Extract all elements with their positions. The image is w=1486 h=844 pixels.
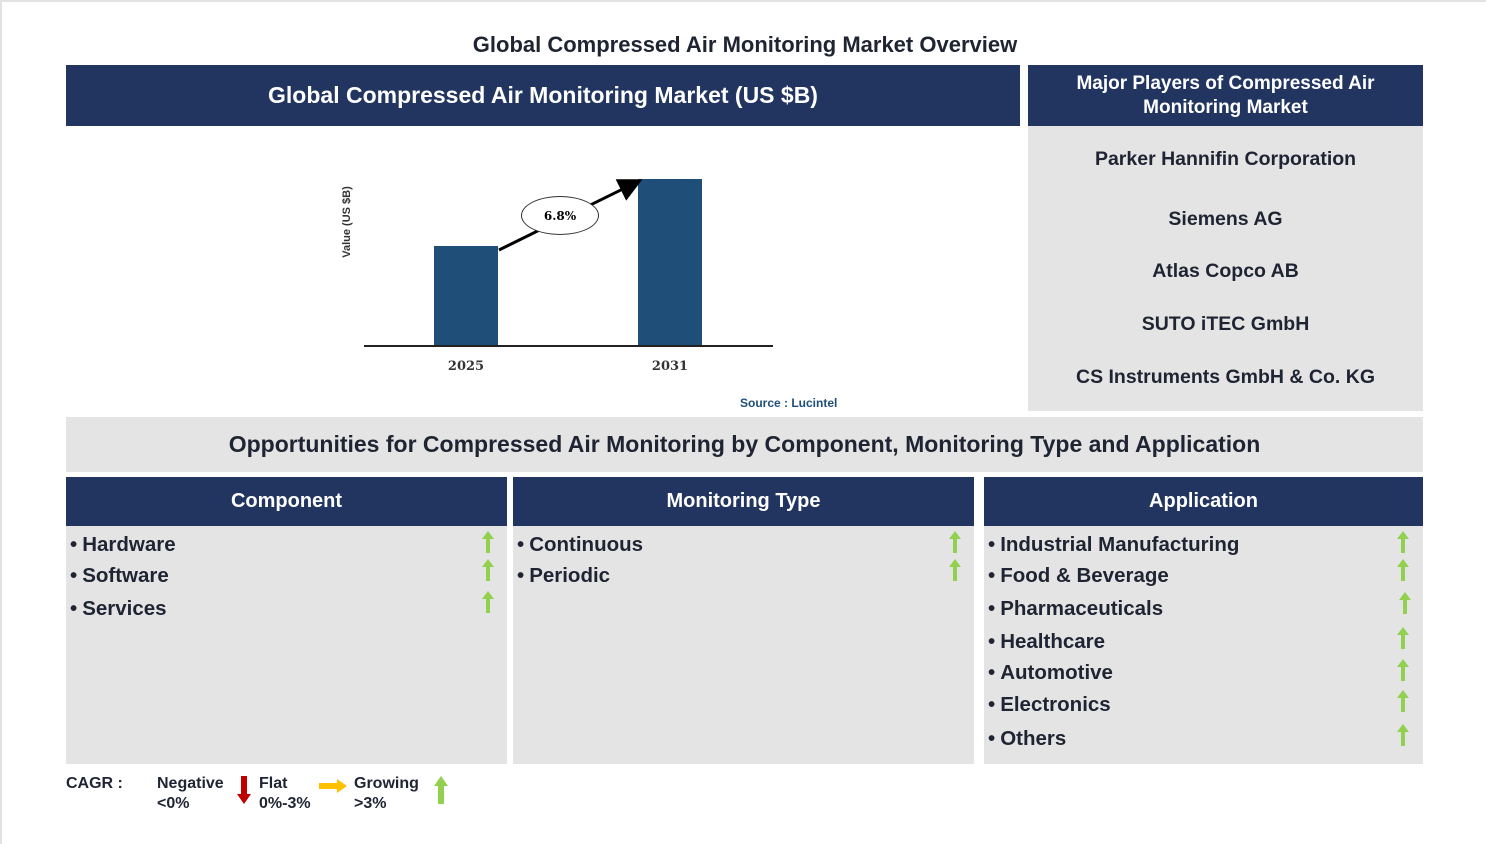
player-item: CS Instruments GmbH & Co. KG (1075, 366, 1376, 388)
legend-negative: Negative <0% (157, 775, 224, 812)
up-arrow-icon (949, 531, 961, 553)
up-arrow-icon (1397, 559, 1409, 581)
legend-growing: Growing >3% (354, 775, 419, 812)
legend-flat: Flat 0%-3% (259, 775, 311, 812)
segment-header-component: Component (66, 477, 507, 526)
segment-item: • Continuous (517, 533, 644, 556)
cagr-bubble: 6.8% (521, 196, 599, 235)
player-item: Atlas Copco AB (1152, 260, 1299, 282)
segment-item: • Others (988, 727, 1067, 750)
player-item: SUTO iTEC GmbH (1141, 313, 1310, 335)
segment-item: • Electronics (988, 693, 1111, 716)
opportunities-title: Opportunities for Compressed Air Monitor… (66, 417, 1423, 472)
segment-item: • Software (70, 564, 169, 587)
up-arrow-icon (482, 591, 494, 613)
page-title: Global Compressed Air Monitoring Market … (472, 32, 1018, 57)
segment-item: • Industrial Manufacturing (988, 533, 1240, 556)
down-arrow-icon (237, 776, 251, 804)
up-arrow-icon (1397, 659, 1409, 681)
segment-item: • Food & Beverage (988, 564, 1169, 587)
chart-header: Global Compressed Air Monitoring Market … (66, 65, 1020, 126)
segment-item: • Services (70, 597, 167, 620)
bar-2025 (434, 246, 498, 346)
segment-item: • Pharmaceuticals (988, 597, 1164, 620)
player-item: Parker Hannifin Corporation (1094, 148, 1357, 170)
up-arrow-icon (482, 531, 494, 553)
segment-item: • Hardware (70, 533, 176, 556)
segment-header-monitoring-type: Monitoring Type (513, 477, 974, 526)
up-arrow-icon (434, 776, 448, 804)
up-arrow-icon (949, 559, 961, 581)
legend-label: CAGR : (66, 775, 123, 792)
up-arrow-icon (1397, 531, 1409, 553)
up-arrow-icon (1397, 627, 1409, 649)
up-arrow-icon (1397, 690, 1409, 712)
segment-item: • Periodic (517, 564, 611, 587)
x-tick-2031: 2031 (651, 359, 689, 374)
up-arrow-icon (1399, 592, 1411, 614)
source-note: Source : Lucintel (740, 396, 838, 410)
player-item: Siemens AG (1168, 208, 1283, 230)
segment-header-application: Application (984, 477, 1423, 526)
segment-body-component: • Hardware • Software • Services (66, 526, 507, 764)
up-arrow-icon (482, 559, 494, 581)
x-axis (364, 345, 773, 347)
segment-body-application: • Industrial Manufacturing • Food & Bevera… (984, 526, 1423, 764)
segment-item: • Automotive (988, 661, 1113, 684)
x-tick-2025: 2025 (447, 359, 485, 374)
segment-body-monitoring-type: • Continuous • Periodic (513, 526, 974, 764)
players-list: Parker Hannifin Corporation Siemens AG A… (1028, 126, 1423, 411)
y-axis-label: Value (US $B) (341, 186, 353, 258)
bar-2031 (638, 179, 702, 346)
right-arrow-icon (319, 779, 347, 793)
up-arrow-icon (1397, 724, 1409, 746)
segment-item: • Healthcare (988, 630, 1106, 653)
players-header: Major Players of Compressed Air Monitori… (1028, 65, 1423, 126)
